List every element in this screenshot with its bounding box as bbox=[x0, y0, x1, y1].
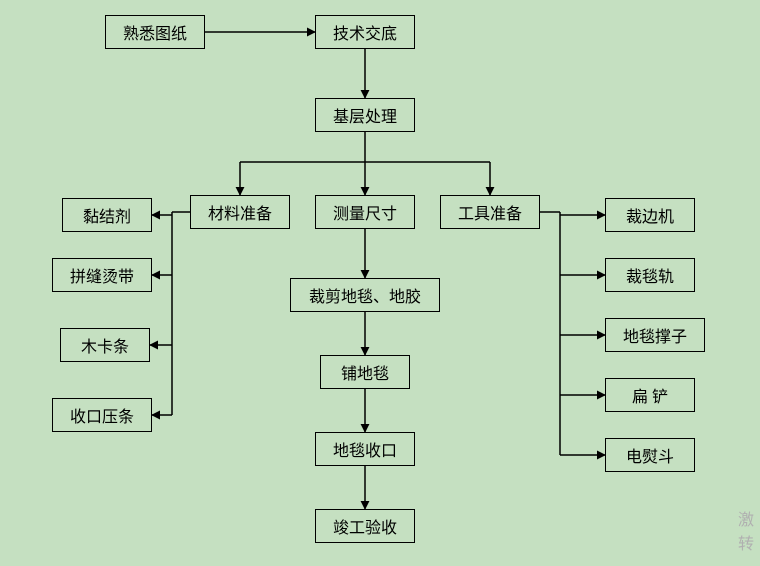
flowchart-node: 扁 铲 bbox=[605, 378, 695, 412]
flowchart-node: 拼缝烫带 bbox=[52, 258, 152, 292]
flowchart-node: 铺地毯 bbox=[320, 355, 410, 389]
flowchart-node: 木卡条 bbox=[60, 328, 150, 362]
flowchart-node: 地毯收口 bbox=[315, 432, 415, 466]
flowchart-node: 材料准备 bbox=[190, 195, 290, 229]
flowchart-node: 裁毯轨 bbox=[605, 258, 695, 292]
flowchart-node: 裁剪地毯、地胶 bbox=[290, 278, 440, 312]
watermark-line1: 激 bbox=[738, 506, 754, 530]
flowchart-node: 技术交底 bbox=[315, 15, 415, 49]
flowchart-canvas: 熟悉图纸 技术交底基层处理材料准备测量尺寸工具准备裁剪地毯、地胶铺地毯地毯收口竣工… bbox=[0, 0, 760, 566]
flowchart-node: 地毯撑子 bbox=[605, 318, 705, 352]
flowchart-node: 收口压条 bbox=[52, 398, 152, 432]
flowchart-node: 裁边机 bbox=[605, 198, 695, 232]
flowchart-node: 熟悉图纸 bbox=[105, 15, 205, 49]
flowchart-node: 黏结剂 bbox=[62, 198, 152, 232]
watermark-line2: 转 bbox=[738, 530, 754, 554]
flowchart-node: 工具准备 bbox=[440, 195, 540, 229]
flowchart-node: 竣工验收 bbox=[315, 509, 415, 543]
flowchart-node: 测量尺寸 bbox=[315, 195, 415, 229]
flowchart-node: 基层处理 bbox=[315, 98, 415, 132]
flowchart-node: 电熨斗 bbox=[605, 438, 695, 472]
